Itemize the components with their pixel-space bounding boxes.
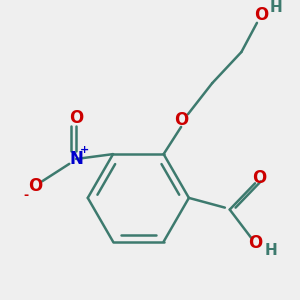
Text: N: N [69,150,83,168]
Text: O: O [174,111,188,129]
Text: O: O [69,109,83,127]
Text: O: O [252,169,266,188]
Text: O: O [248,234,262,252]
Text: O: O [28,177,42,195]
Text: H: H [264,243,277,258]
Text: -: - [23,189,28,203]
Text: +: + [80,145,89,155]
Text: H: H [270,0,283,15]
Text: O: O [254,6,268,24]
